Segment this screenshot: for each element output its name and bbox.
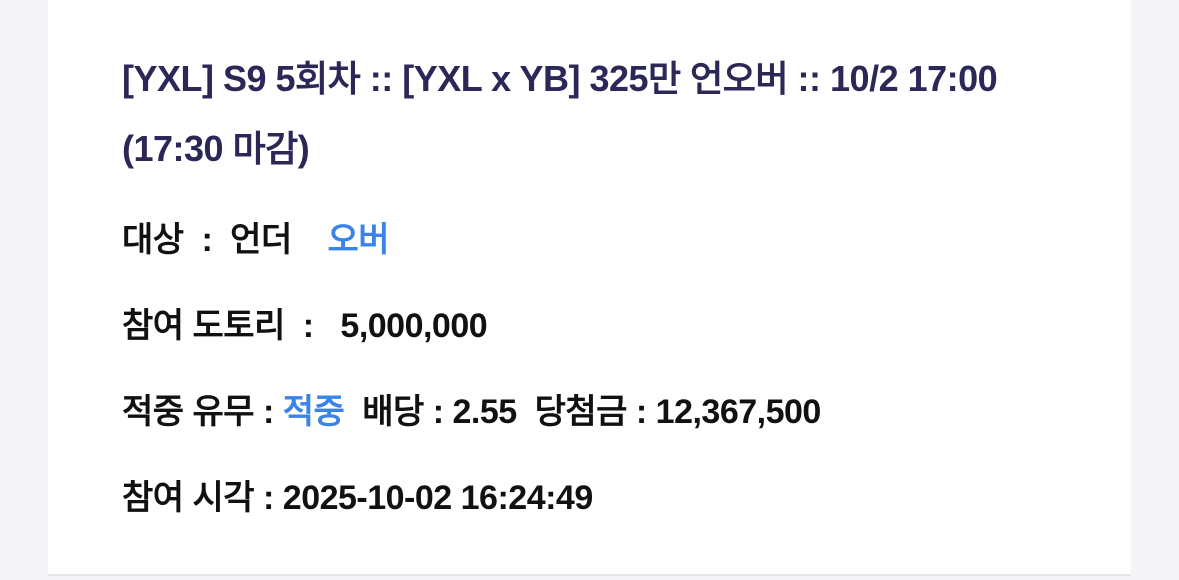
prize-value: 12,367,500 <box>655 393 822 431</box>
amount-label: 참여 도토리 : <box>122 307 341 345</box>
target-label: 대상 : <box>122 221 231 259</box>
prize-label: 당첨금 : <box>516 393 656 431</box>
amount-value: 5,000,000 <box>340 307 488 345</box>
odds-value: 2.55 <box>452 393 518 431</box>
result-label: 적중 유무 : <box>122 393 283 431</box>
time-label: 참여 시각 : <box>122 479 283 517</box>
result-row: 적중 유무 : 적중 배당 : 2.55 당첨금 : 12,367,500 <box>122 384 821 433</box>
option-over-selected: 오버 <box>327 221 390 259</box>
amount-row: 참여 도토리 : 5,000,000 <box>122 298 488 347</box>
bet-history-card: [YXL] S9 5회차 :: [YXL x YB] 325만 언오버 :: 1… <box>48 0 1131 576</box>
time-row: 참여 시각 : 2025-10-02 16:24:49 <box>122 470 593 519</box>
time-value: 2025-10-02 16:24:49 <box>282 479 593 517</box>
bet-title: [YXL] S9 5회차 :: [YXL x YB] 325만 언오버 :: 1… <box>122 58 998 169</box>
odds-label: 배당 : <box>344 393 453 431</box>
result-value: 적중 <box>282 393 345 431</box>
option-under: 언더 <box>230 221 292 259</box>
target-row: 대상 : 언더 오버 <box>122 212 390 261</box>
